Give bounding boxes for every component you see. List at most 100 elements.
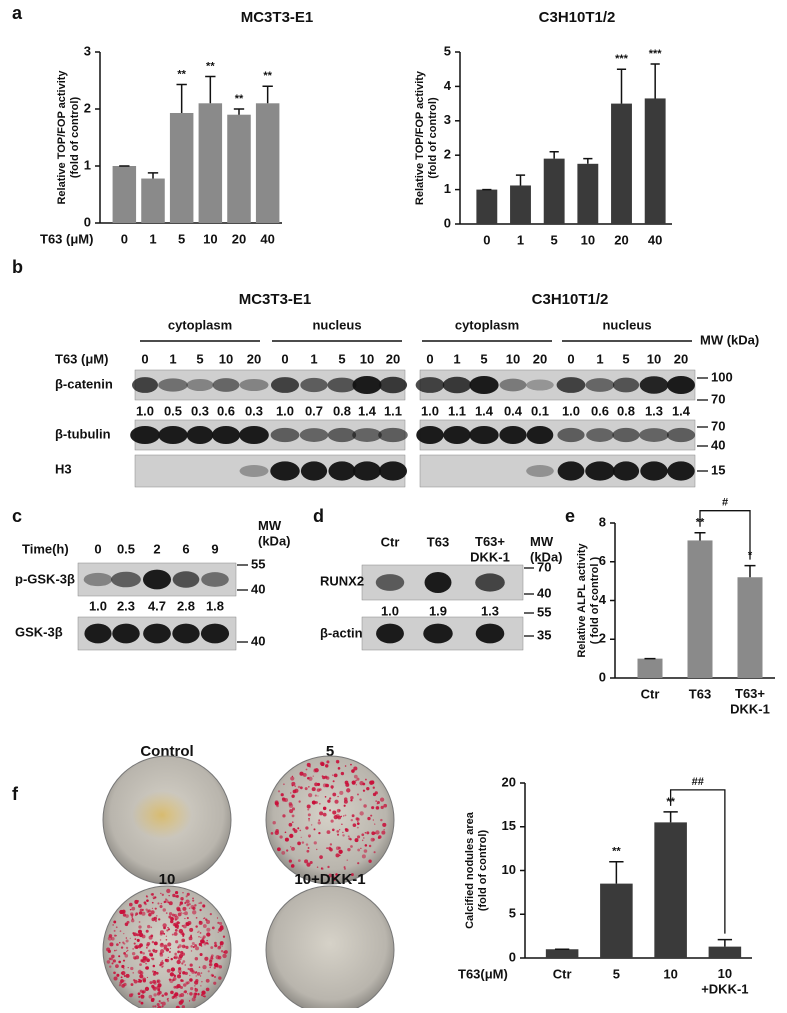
- nodule: [139, 979, 142, 982]
- band: [84, 573, 113, 586]
- lane-label: 20: [674, 351, 688, 366]
- nodule: [131, 916, 133, 918]
- nodule: [156, 972, 159, 975]
- nodule: [298, 786, 301, 789]
- nodule: [357, 822, 360, 825]
- error-bar: [583, 159, 592, 164]
- nodule: [317, 795, 318, 796]
- nodule: [291, 795, 294, 798]
- nodule: [206, 940, 207, 941]
- nodule: [286, 849, 288, 851]
- nodule: [202, 937, 205, 940]
- lane-label: 6: [182, 541, 189, 556]
- nodule: [307, 809, 309, 811]
- band: [640, 461, 667, 480]
- nodule: [202, 904, 205, 907]
- y-tick-label: 2: [599, 631, 606, 646]
- nodule: [170, 991, 174, 995]
- cell-line-title: MC3T3-E1: [239, 291, 312, 308]
- significance-star: **: [206, 60, 215, 72]
- band: [667, 461, 694, 480]
- nodule: [332, 775, 333, 776]
- nodule: [323, 807, 326, 810]
- nodule: [210, 913, 212, 915]
- band-quantification: 2.8: [177, 598, 195, 613]
- nodule: [189, 968, 193, 972]
- nodule: [375, 800, 377, 802]
- significance-star: ***: [649, 48, 663, 60]
- nodule: [126, 939, 129, 942]
- nodule: [137, 939, 140, 942]
- band: [376, 624, 404, 644]
- nodule: [290, 792, 291, 793]
- nodule: [157, 983, 161, 987]
- mw-label: 55: [537, 604, 551, 619]
- nodule: [377, 801, 380, 804]
- band: [469, 426, 498, 444]
- nodule: [216, 955, 220, 959]
- nodule: [152, 941, 154, 943]
- nodule: [152, 958, 155, 961]
- nodule: [329, 848, 332, 851]
- lane-label: 5: [622, 351, 629, 366]
- nodule: [138, 1000, 140, 1002]
- nodule: [168, 915, 171, 918]
- nodule: [344, 797, 348, 801]
- nodule: [178, 969, 182, 973]
- nodule: [167, 1000, 169, 1002]
- nodule: [126, 937, 128, 939]
- nodule: [217, 917, 218, 918]
- nodule: [171, 958, 173, 960]
- band: [378, 428, 408, 442]
- nodule: [121, 976, 123, 978]
- nodule: [115, 964, 119, 968]
- x-tick-label: 40: [260, 231, 274, 246]
- lane-label: 1: [310, 351, 317, 366]
- nodule: [289, 860, 292, 863]
- nodule: [153, 951, 155, 953]
- band: [586, 378, 615, 392]
- nodule: [210, 956, 213, 959]
- nodule: [118, 955, 120, 957]
- row-label: H3: [55, 461, 72, 476]
- nodule: [197, 993, 199, 995]
- nodule: [186, 899, 190, 903]
- band: [379, 377, 407, 393]
- nodule: [135, 938, 137, 940]
- nodule: [163, 908, 166, 911]
- nodule: [370, 815, 372, 817]
- nodule: [356, 778, 359, 781]
- x-tick-label: 5: [551, 232, 558, 247]
- nodule: [195, 946, 199, 950]
- mw-label: 70: [711, 391, 725, 406]
- x-tick-label: 5: [613, 966, 620, 981]
- nodule: [292, 821, 294, 823]
- nodule: [374, 851, 376, 853]
- nodule: [283, 783, 285, 785]
- nodule: [187, 917, 189, 919]
- nodule: [357, 835, 360, 838]
- nodule: [131, 907, 135, 911]
- nodule: [162, 1005, 164, 1007]
- nodule: [184, 918, 185, 919]
- nodule: [336, 830, 339, 833]
- nodule: [306, 863, 310, 867]
- nodule: [349, 838, 351, 840]
- nodule: [179, 954, 183, 958]
- nodule: [133, 934, 135, 936]
- band: [499, 426, 526, 444]
- nodule: [355, 838, 359, 842]
- nodule: [214, 976, 216, 978]
- nodule: [150, 926, 152, 928]
- nodule: [139, 974, 143, 978]
- nodule: [327, 830, 331, 834]
- nodule: [166, 948, 170, 952]
- nodule: [331, 820, 334, 823]
- x-tick-label: T63: [689, 686, 711, 701]
- nodule: [130, 967, 133, 970]
- nodule: [357, 827, 359, 829]
- nodule: [218, 976, 221, 979]
- nodule: [380, 798, 384, 802]
- band: [353, 461, 381, 480]
